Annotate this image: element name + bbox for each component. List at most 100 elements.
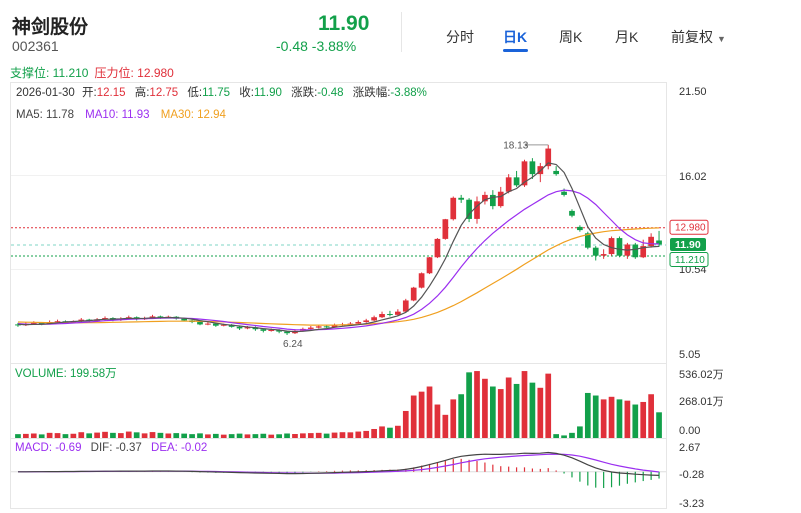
info-change-label: 涨跌: <box>291 85 317 99</box>
candle-body <box>513 177 520 186</box>
volume-bar <box>244 434 251 438</box>
macd-panel-frame <box>10 438 667 509</box>
stock-code: 002361 <box>12 38 59 54</box>
candle-body <box>648 236 654 247</box>
tab-weekly-k[interactable]: 周K <box>559 29 583 45</box>
price-change: -0.48 -3.88% <box>276 38 357 54</box>
candle-body <box>553 170 560 175</box>
resistance-tag-text: 12.980 <box>675 223 706 234</box>
volume-bar <box>149 432 156 438</box>
candle-body <box>529 161 536 175</box>
candle-body <box>205 323 211 325</box>
candle-body <box>569 210 575 216</box>
tab-monthly-k[interactable]: 月K <box>615 29 639 45</box>
macd-tick: -3.23 <box>679 498 704 510</box>
candle-body <box>197 322 203 325</box>
candle-body <box>379 314 385 318</box>
candle-body <box>157 316 164 318</box>
volume-bar <box>418 391 425 438</box>
info-close-label: 收: <box>239 85 254 99</box>
adjust-dropdown[interactable]: 前复权 ▼ <box>671 27 726 47</box>
volume-bar <box>656 412 662 438</box>
info-open-label: 开: <box>82 87 97 99</box>
max-price-label: 18.13 <box>503 140 528 151</box>
chart-frames <box>10 82 667 509</box>
price-tick: 16.02 <box>679 171 707 183</box>
resistance-level-label: 压力位: 12.980 <box>94 66 174 80</box>
volume-bar <box>236 433 243 438</box>
support-resistance-row: 支撑位: 11.210 压力位: 12.980 <box>10 64 174 81</box>
volume-bar <box>521 371 528 438</box>
candle-body <box>656 240 662 245</box>
volume-bar <box>78 432 85 438</box>
volume-tick: 0.00 <box>679 425 700 437</box>
volume-bar <box>505 377 512 438</box>
volume-bar <box>220 434 227 438</box>
adjust-dropdown-label: 前复权 <box>671 29 713 45</box>
volume-bar <box>189 434 195 438</box>
volume-bar <box>632 404 639 438</box>
volume-bar <box>117 433 124 438</box>
candle-body <box>426 257 433 274</box>
volume-bar <box>228 434 235 438</box>
tab-daily-k[interactable]: 日K <box>503 29 528 45</box>
candle-body <box>102 318 108 320</box>
volume-bar <box>347 432 354 438</box>
volume-bar <box>38 434 45 438</box>
volume-bar <box>102 431 108 438</box>
support-tag <box>669 252 709 268</box>
candle-body <box>608 238 615 255</box>
candle-body <box>371 317 377 321</box>
volume-bar <box>616 399 623 438</box>
resistance-tag <box>669 219 709 235</box>
candle-body <box>307 327 314 329</box>
ma-legend: MA5: 11.78 MA10: 11.93 MA30: 12.94 <box>16 109 227 121</box>
volume-bar <box>133 432 140 438</box>
candle-body <box>561 191 567 195</box>
ma10-line <box>17 189 660 331</box>
candle-body <box>458 197 465 200</box>
volume-bar <box>553 434 560 438</box>
candle-body <box>181 318 188 321</box>
volume-bar <box>426 386 433 438</box>
caret-down-icon: ▼ <box>717 34 726 44</box>
volume-bar <box>315 432 322 438</box>
info-pct-label: 涨跌幅: <box>353 85 391 99</box>
dif-line <box>18 451 660 476</box>
candle-body <box>632 244 639 258</box>
price-tags: 12.980 11.90 11.210 <box>669 219 709 268</box>
volume-bar <box>46 432 53 438</box>
tab-intraday[interactable]: 分时 <box>446 29 474 45</box>
candle-body <box>450 197 457 220</box>
candle-body <box>284 331 290 334</box>
volume-bar <box>442 414 449 438</box>
macd-axis: 2.67 -0.28 -3.23 <box>679 442 704 510</box>
volume-bar <box>23 433 29 438</box>
candle-body <box>545 148 552 167</box>
max-price-dot <box>524 143 528 147</box>
price-tick: 21.50 <box>679 86 707 98</box>
macd-tick: 2.67 <box>679 442 700 454</box>
info-high-label: 高: <box>135 85 150 99</box>
info-pct-value: -3.88% <box>390 87 426 99</box>
macd-legend-value: MACD: -0.69 <box>15 442 81 454</box>
volume-bar <box>561 435 567 438</box>
volume-bar <box>545 373 552 438</box>
candle-body <box>268 330 275 332</box>
volume-bar <box>497 389 504 438</box>
candle-body <box>466 199 472 219</box>
volume-bar <box>197 433 203 438</box>
volume-tick: 536.02万 <box>679 369 724 381</box>
ma5-legend: MA5: 11.78 <box>16 109 74 121</box>
candles-layer <box>15 144 662 335</box>
volume-bar <box>624 400 631 438</box>
candle-body <box>244 327 251 329</box>
volume-bar <box>466 372 472 438</box>
candle-body <box>395 311 401 315</box>
candle-body <box>276 330 282 332</box>
candle-body <box>402 300 409 312</box>
volume-bars-layer <box>15 371 662 438</box>
candle-body <box>600 254 607 256</box>
volume-bar <box>110 432 116 438</box>
